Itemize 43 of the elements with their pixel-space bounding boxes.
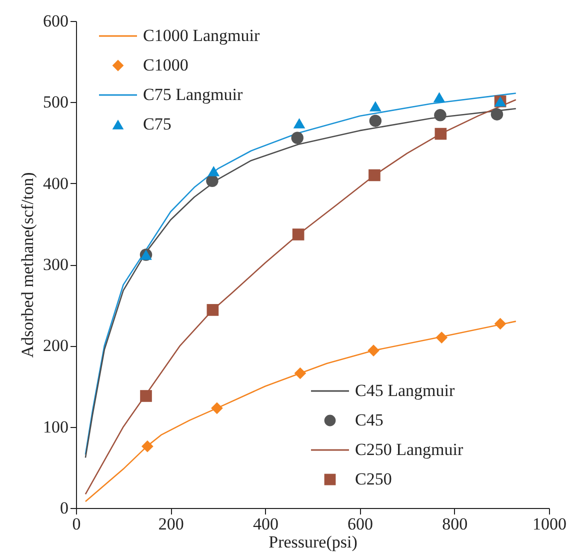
y-tick-label: 200 xyxy=(43,336,68,356)
legend-label: C1000 Langmuir xyxy=(143,26,260,45)
point xyxy=(368,344,380,356)
point xyxy=(142,440,154,452)
point xyxy=(140,390,152,402)
legend-label: C250 Langmuir xyxy=(355,440,464,459)
y-axis-title: Adsorbed methane(scf/ton) xyxy=(18,172,37,358)
x-tick-label: 200 xyxy=(158,514,184,534)
point xyxy=(434,109,446,122)
point xyxy=(293,118,306,128)
y-tick-label: 500 xyxy=(43,92,68,112)
y-tick-label: 0 xyxy=(60,498,68,518)
legend-label: C250 xyxy=(355,470,392,488)
legend-label: C1000 xyxy=(143,56,188,74)
x-tick-label: 600 xyxy=(348,514,374,534)
y-tick-label: 400 xyxy=(43,174,68,193)
legend-label: C45 xyxy=(355,410,384,430)
point xyxy=(294,367,306,380)
point xyxy=(208,166,220,176)
point xyxy=(369,114,382,127)
point xyxy=(433,92,446,102)
legend-label: C75 Langmuir xyxy=(143,85,243,104)
y-tick-label: 600 xyxy=(43,12,68,30)
point xyxy=(436,332,448,344)
point xyxy=(206,304,219,316)
x-tick-label: 400 xyxy=(252,514,278,534)
point xyxy=(434,128,447,140)
legend-label: C75 xyxy=(143,114,172,134)
point xyxy=(494,318,506,330)
y-tick-label: 300 xyxy=(43,255,68,274)
point xyxy=(292,228,304,240)
point xyxy=(369,101,382,112)
x-axis-title: Pressure(psi) xyxy=(268,532,358,552)
line-series xyxy=(84,320,517,502)
point xyxy=(291,132,304,144)
x-tick-label: 0 xyxy=(72,514,81,534)
point xyxy=(368,169,380,182)
x-tick-label: 1000 xyxy=(532,514,566,534)
x-tick-label: 800 xyxy=(442,514,468,534)
legend-label: C45 Langmuir xyxy=(355,381,455,400)
y-tick-label: 100 xyxy=(43,417,68,436)
point xyxy=(490,108,504,120)
point xyxy=(211,402,223,414)
